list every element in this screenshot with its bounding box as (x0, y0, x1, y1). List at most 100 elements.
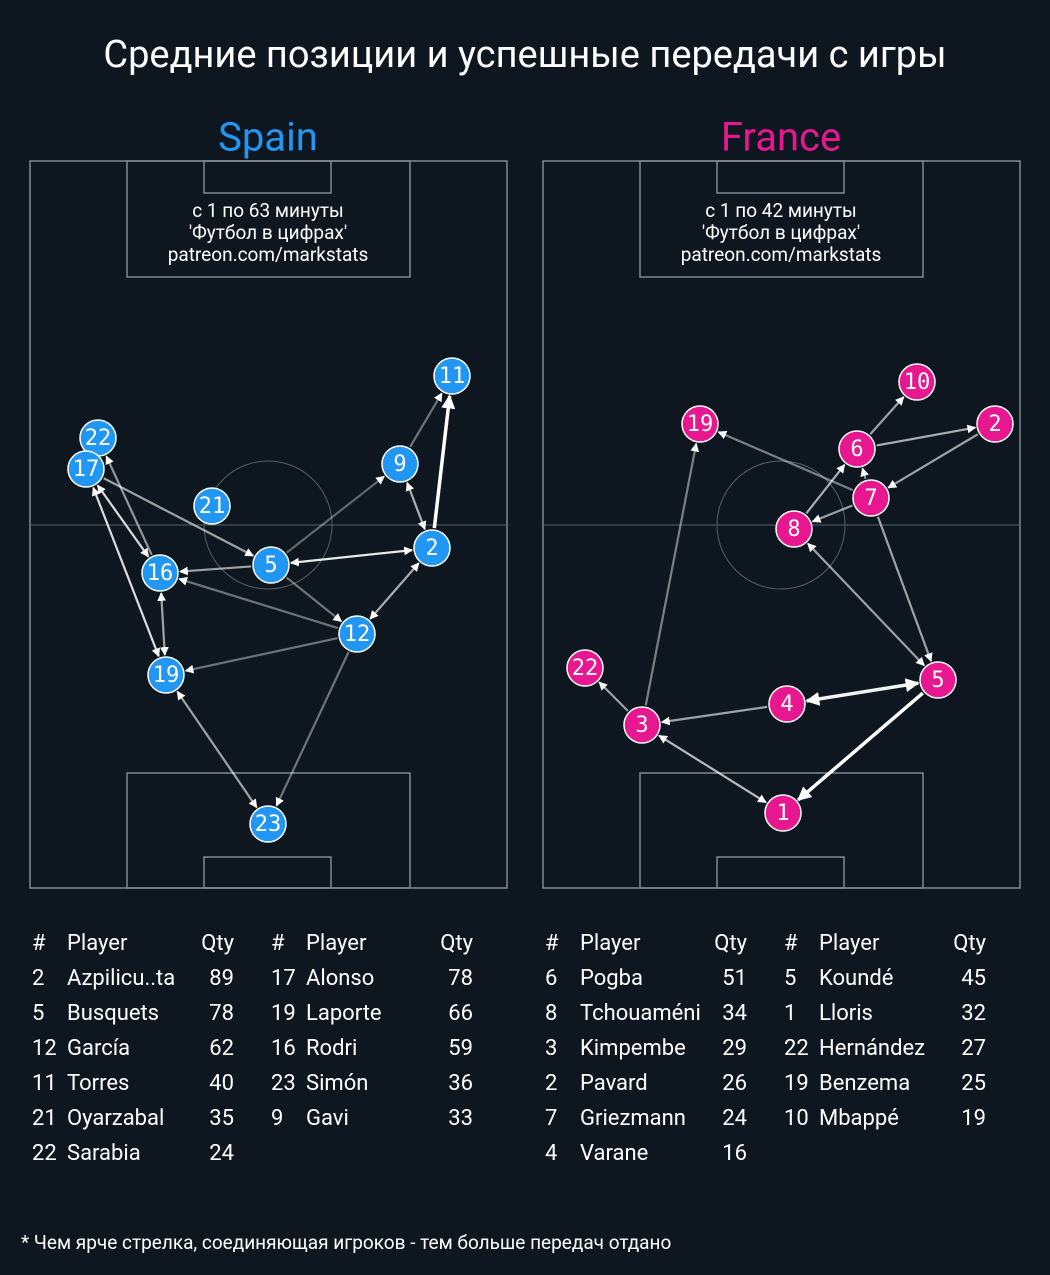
pass-arrow (290, 546, 413, 567)
table-cell: 12 (32, 1036, 57, 1061)
player-number: 17 (73, 457, 100, 482)
pass-arrow (807, 542, 925, 667)
six-yard-box (716, 856, 845, 889)
pass-arrow (717, 430, 854, 492)
table-cell: 11 (32, 1071, 57, 1096)
table-cell: Tchouaméni (580, 1001, 701, 1026)
pass-arrow (103, 477, 255, 557)
pass-arrow (887, 433, 979, 489)
table-header: Qty (714, 931, 747, 956)
table-cell: 19 (961, 1106, 986, 1131)
player-number: 3 (635, 713, 648, 738)
table-cell: Torres (67, 1071, 129, 1096)
pass-arrow (811, 504, 853, 523)
player-number: 23 (255, 812, 282, 837)
team-name: France (721, 114, 841, 161)
player-number: 8 (787, 517, 800, 542)
caption: 'Футбол в цифрах' (702, 221, 860, 244)
player-node (919, 661, 957, 699)
center-circle (716, 460, 846, 590)
table-cell: 24 (722, 1106, 747, 1131)
table-header: # (271, 931, 285, 956)
player-node (775, 510, 813, 548)
table-cell: 78 (448, 966, 473, 991)
table-cell: 34 (722, 1001, 747, 1026)
caption: с 1 по 63 минуты (192, 199, 344, 222)
pass-arrow (876, 424, 977, 447)
table-cell: Koundé (819, 966, 893, 991)
player-number: 16 (147, 561, 174, 586)
pass-arrow (869, 396, 905, 435)
table-cell: 25 (961, 1071, 986, 1096)
table-header: Player (580, 931, 641, 956)
pass-arrow (805, 464, 846, 514)
table-cell: 62 (209, 1036, 234, 1061)
table-cell: Rodri (306, 1036, 357, 1061)
table-cell: Busquets (67, 1001, 159, 1026)
pass-arrow (405, 481, 427, 531)
player-node (413, 529, 451, 567)
table-cell: Alonso (306, 966, 374, 991)
player-number: 19 (687, 412, 714, 437)
six-yard-box (716, 160, 845, 194)
pass-arrow (660, 705, 768, 726)
table-cell: Griezmann (580, 1106, 686, 1131)
table-cell: García (67, 1036, 130, 1061)
pass-arrow (598, 681, 629, 712)
player-node (838, 430, 876, 468)
table-cell: 9 (271, 1106, 283, 1131)
pass-arrow (179, 565, 252, 576)
player-number: 2 (425, 536, 438, 561)
pass-arrow (644, 442, 700, 706)
table-cell: 3 (545, 1036, 557, 1061)
pass-arrow (797, 691, 924, 802)
table-cell: 35 (209, 1106, 234, 1131)
table-cell: 2 (545, 1071, 557, 1096)
table-cell: 27 (961, 1036, 986, 1061)
table-cell: 40 (209, 1071, 234, 1096)
player-node (381, 445, 419, 483)
caption: с 1 по 42 минуты (705, 199, 857, 222)
table-cell: 22 (32, 1141, 57, 1166)
player-number: 7 (864, 486, 877, 511)
player-node (764, 794, 802, 832)
table-cell: Gavi (306, 1106, 349, 1131)
pass-arrow (184, 637, 338, 674)
player-number: 1 (776, 801, 789, 826)
table-cell: 16 (722, 1141, 747, 1166)
table-cell: 19 (271, 1001, 296, 1026)
caption: 'Футбол в цифрах' (189, 221, 347, 244)
table-cell: Azpilicu..ta (67, 966, 175, 991)
pass-arrow (92, 486, 160, 658)
team-panel: France с 1 по 42 минуты'Футбол в цифрах'p… (542, 114, 1021, 1166)
player-number: 10 (904, 370, 931, 395)
player-node (681, 405, 719, 443)
six-yard-box (203, 160, 332, 194)
table-cell: 33 (448, 1106, 473, 1131)
table-cell: 5 (784, 966, 796, 991)
team-name: Spain (218, 114, 318, 161)
player-number: 6 (850, 437, 863, 462)
player-node (976, 405, 1014, 443)
table-cell: Hernández (819, 1036, 925, 1061)
pass-arrow (805, 678, 920, 706)
pass-arrow (658, 734, 767, 804)
player-node (566, 649, 604, 687)
six-yard-box (203, 856, 332, 889)
player-number: 22 (572, 656, 599, 681)
table-cell: 24 (209, 1141, 234, 1166)
player-number: 19 (153, 663, 180, 688)
pass-arrow (876, 516, 933, 663)
table-cell: Oyarzabal (67, 1106, 164, 1131)
table-cell: Varane (580, 1141, 648, 1166)
pass-arrow (178, 577, 339, 630)
table-cell: 23 (271, 1071, 296, 1096)
table-cell: 22 (784, 1036, 809, 1061)
player-number: 21 (199, 494, 226, 519)
table-cell: 19 (784, 1071, 809, 1096)
table-cell: 36 (448, 1071, 473, 1096)
player-node (249, 805, 287, 843)
player-number: 11 (439, 364, 466, 389)
table-cell: Sarabia (67, 1141, 141, 1166)
table-cell: 66 (448, 1001, 473, 1026)
